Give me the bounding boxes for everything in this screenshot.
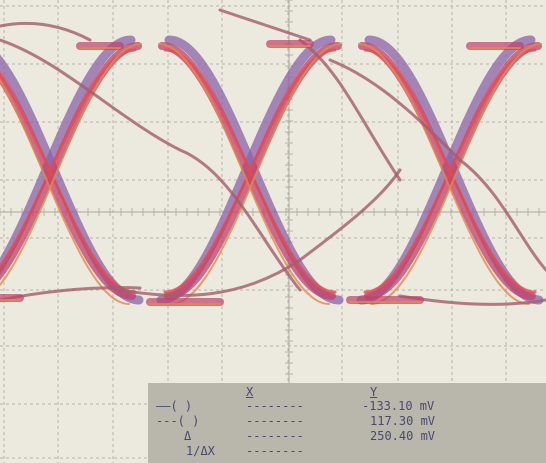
slow-edge-trace (0, 38, 302, 292)
rising-edge-trace (370, 43, 542, 305)
inverse-delta-x-value: -------- (246, 444, 304, 458)
delta-y-value: 250.40 mV (370, 429, 436, 443)
falling-edge-trace (363, 48, 537, 294)
falling-edge-trace (358, 43, 530, 305)
rising-edge-trace (0, 42, 142, 281)
inverse-delta-marker: 1/ΔX (186, 444, 215, 458)
slow-edge-trace (218, 8, 312, 42)
cursor-2-y-value: 117.30 mV (370, 414, 436, 428)
cursor-readout-panel: X Y ——( ) -------- -133.10 mV ---( ) ---… (148, 383, 546, 463)
waveform-traces (0, 8, 546, 306)
rising-edge-trace (0, 35, 136, 275)
slow-edge-trace (328, 58, 546, 272)
slow-edge-trace (298, 38, 402, 182)
delta-x-value: -------- (246, 429, 304, 443)
falling-edge-trace (158, 42, 336, 300)
delta-marker: Δ (184, 429, 192, 443)
cursor-2-marker: ---( ) (156, 414, 200, 428)
rising-edge-trace (164, 42, 342, 300)
falling-edge-trace (0, 73, 137, 294)
readout-header-y: Y (370, 385, 378, 399)
falling-edge-trace (163, 48, 337, 294)
readout-header-x: X (246, 385, 254, 399)
falling-edge-trace (0, 79, 130, 305)
falling-edge-trace (158, 43, 330, 305)
cursor-2-x-value: -------- (246, 414, 304, 428)
slow-edge-trace (118, 168, 402, 298)
falling-edge-trace (0, 54, 144, 305)
cursor-1-y-value: -133.10 mV (362, 399, 435, 413)
slow-edge-trace (0, 21, 92, 42)
falling-edge-trace (0, 69, 136, 300)
cursor-1-marker: ——( ) (156, 399, 193, 413)
cursor-1-x-value: -------- (246, 399, 304, 413)
rising-edge-trace (0, 43, 142, 287)
